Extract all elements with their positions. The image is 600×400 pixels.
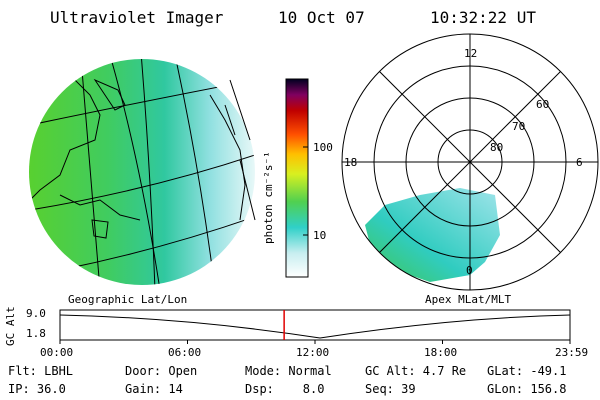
time-tick-0000: 00:00 [40,346,74,359]
time-label: 10:32:22 UT [430,8,536,27]
color-bar [285,78,309,278]
mlt-label-6: 6 [576,156,583,169]
info-mode: Mode: Normal [245,364,332,378]
apex-caption: Apex MLat/MLT [425,293,512,306]
info-gc-alt: GC Alt: 4.7 Re [365,364,467,378]
geographic-caption: Geographic Lat/Lon [68,293,188,306]
time-tick-1800: 18:00 [424,346,458,359]
time-tick-2359: 23:59 [555,346,589,359]
info-ip: IP: 36.0 [8,382,66,396]
lat-label-70: 70 [512,120,526,133]
time-tick-1200: 12:00 [296,346,330,359]
info-seq: Seq: 39 [365,382,416,396]
altitude-plot [59,309,571,344]
info-glat: GLat: -49.1 [487,364,567,378]
altitude-tick-9: 9.0 [26,307,46,320]
mlt-label-18: 18 [344,156,358,169]
mlt-label-12: 12 [464,47,478,60]
lat-label-60: 60 [536,98,550,111]
lat-label-80: 80 [490,141,504,154]
info-gain: Gain: 14 [125,382,183,396]
info-glon: GLon: 156.8 [487,382,567,396]
auroral-oval-emission [365,188,500,282]
colorbar-unit-label: photon cm⁻²s⁻¹ [262,151,275,244]
colorbar-tick-10: 10 [313,229,327,242]
altitude-curve [59,314,571,339]
outer-coast [229,79,256,221]
altitude-tick-1-8: 1.8 [26,327,46,340]
geographic-image [29,59,256,285]
info-door: Door: Open [125,364,198,378]
time-tick-0600: 06:00 [168,346,202,359]
altitude-axis-label: GC Alt [4,306,17,346]
date-label: 10 Oct 07 [278,8,365,27]
mlt-label-0: 0 [466,264,473,277]
instrument-title: Ultraviolet Imager [50,8,224,27]
info-filter: Flt: LBHL [8,364,74,378]
info-dsp: Dsp: 8.0 [245,382,325,396]
polar-plot [341,33,599,291]
colorbar-tick-100: 100 [313,141,333,154]
